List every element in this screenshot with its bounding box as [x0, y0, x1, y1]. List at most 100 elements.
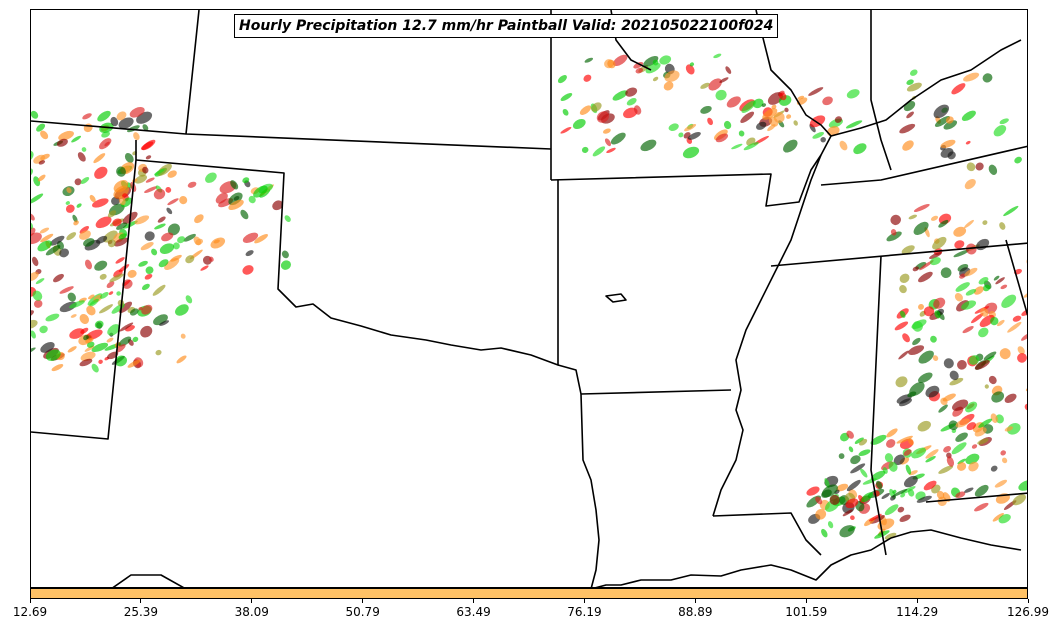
- paintball-blob: [623, 107, 638, 119]
- paintball-blob: [978, 418, 993, 428]
- paintball-blob: [581, 146, 589, 153]
- paintball-blob: [762, 108, 778, 120]
- paintball-blob: [35, 278, 45, 285]
- paintball-blob: [1025, 384, 1027, 392]
- paintball-blob: [955, 432, 968, 442]
- paintball-blob: [999, 222, 1006, 230]
- paintball-blob: [955, 418, 970, 428]
- paintball-blob: [116, 166, 126, 177]
- paintball-blob: [633, 62, 644, 69]
- paintball-blob: [114, 355, 127, 367]
- paintball-blob: [945, 116, 954, 124]
- paintball-blob: [913, 204, 930, 212]
- paintball-blob: [584, 57, 594, 63]
- paintball-blob: [32, 256, 39, 267]
- paintball-blob: [993, 275, 1000, 281]
- paintball-blob: [129, 308, 139, 316]
- paintball-blob: [69, 300, 85, 309]
- paintball-blob: [40, 130, 49, 140]
- paintball-blob: [974, 484, 989, 497]
- paintball-blob: [966, 162, 976, 172]
- paintball-blob: [890, 214, 901, 226]
- paintball-blob: [884, 532, 897, 540]
- paintball-blob: [127, 359, 141, 368]
- paintball-blob: [56, 138, 68, 147]
- paintball-blob: [943, 446, 952, 453]
- paintball-blob: [145, 177, 155, 183]
- paintball-blob: [183, 233, 196, 242]
- paintball-blob: [942, 393, 956, 402]
- paintball-blob: [900, 493, 906, 498]
- colorbar: [30, 588, 1028, 599]
- paintball-blob: [959, 273, 966, 279]
- paintball-blob: [994, 479, 1008, 488]
- paintball-blob: [708, 78, 722, 91]
- paintball-blob: [918, 303, 924, 310]
- border-co-north: [185, 10, 200, 135]
- paintball-blob: [635, 67, 644, 74]
- paintball-blob: [118, 336, 132, 347]
- paintball-blob: [838, 453, 845, 460]
- paintball-blob: [845, 498, 859, 509]
- paintball-blob: [962, 326, 974, 334]
- paintball-blob: [842, 509, 853, 517]
- paintball-blob: [741, 100, 756, 113]
- paintball-blob: [114, 237, 129, 247]
- paintball-blob: [768, 116, 779, 127]
- paintball-blob: [31, 222, 34, 230]
- paintball-blob: [151, 248, 158, 256]
- paintball-blob: [132, 336, 139, 343]
- paintball-blob: [1026, 421, 1028, 433]
- paintball-blob: [79, 313, 90, 325]
- paintball-blob: [165, 186, 172, 193]
- paintball-blob: [925, 455, 936, 463]
- paintball-blob: [992, 512, 1004, 522]
- paintball-blob: [115, 257, 125, 264]
- paintball-blob: [846, 89, 860, 99]
- paintball-blob: [240, 209, 249, 220]
- paintball-blob: [145, 266, 154, 275]
- paintball-blob: [934, 116, 951, 127]
- paintball-blob: [1025, 256, 1028, 274]
- colorbar-tick: [805, 599, 807, 603]
- paintball-blob: [65, 204, 75, 213]
- paintball-blob: [176, 355, 187, 364]
- paintball-blob: [884, 504, 899, 516]
- paintball-blob: [836, 483, 849, 492]
- paintball-blob: [254, 234, 269, 244]
- paintball-blob: [106, 337, 114, 343]
- paintball-blob: [99, 291, 109, 299]
- paintball-blob: [602, 128, 611, 134]
- paintball-blob: [916, 495, 932, 503]
- paintball-blob: [938, 219, 949, 228]
- paintball-blob: [142, 124, 149, 131]
- paintball-blob: [77, 152, 86, 162]
- border-ar-la: [580, 389, 732, 395]
- paintball-blob: [242, 232, 259, 243]
- paintball-blob: [905, 464, 912, 475]
- paintball-blob: [725, 66, 732, 74]
- paintball-blob: [953, 226, 967, 237]
- state-borders: [31, 10, 1027, 587]
- paintball-blob: [157, 216, 166, 223]
- paintball-blob: [954, 293, 963, 302]
- paintball-blob: [990, 465, 998, 472]
- paintball-blob: [845, 120, 863, 129]
- paintball-blob: [982, 284, 991, 292]
- paintball-blob: [245, 250, 254, 257]
- paintball-blob: [663, 81, 674, 91]
- paintball-blob: [101, 131, 110, 138]
- paintball-blob: [92, 198, 109, 208]
- paintball-blob: [67, 292, 76, 302]
- colorbar-tick: [29, 599, 31, 603]
- paintball-blob: [177, 236, 186, 244]
- paintball-blob: [890, 495, 896, 501]
- paintball-blob: [980, 307, 989, 317]
- colorbar-tick-label: 114.29: [896, 605, 939, 619]
- paintball-blob: [248, 195, 256, 204]
- paintball-blob: [129, 107, 145, 118]
- paintball-blob: [890, 229, 897, 236]
- paintball-blob: [185, 295, 193, 304]
- paintball-blob: [918, 271, 933, 283]
- paintball-blob: [918, 350, 934, 364]
